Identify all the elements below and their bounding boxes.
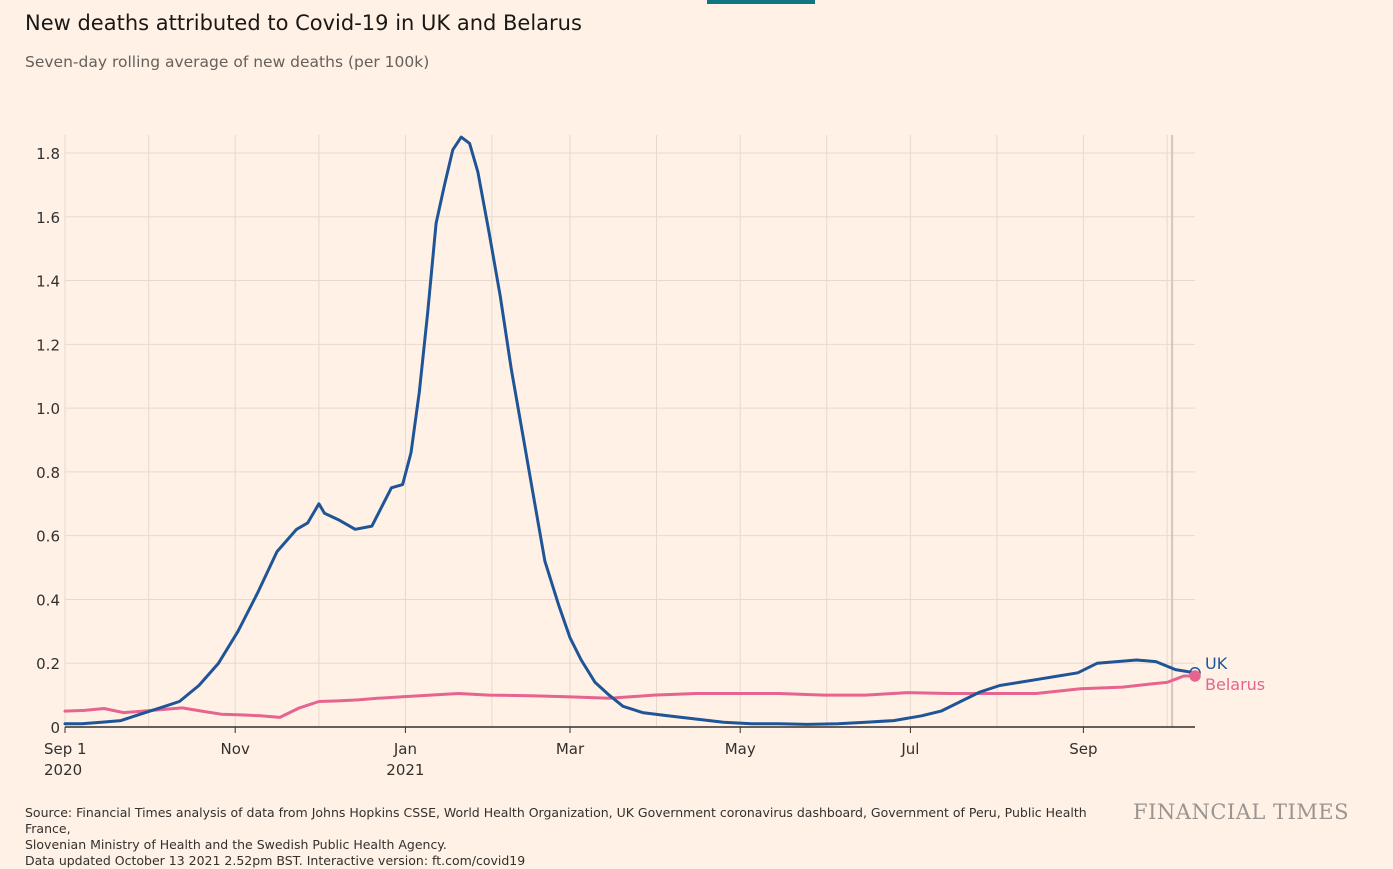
- y-tick-label: 1.8: [36, 145, 60, 163]
- x-tick-label: May: [725, 740, 756, 758]
- source-line-2: Slovenian Ministry of Health and the Swe…: [25, 837, 447, 852]
- chart-subtitle: Seven-day rolling average of new deaths …: [25, 53, 430, 71]
- y-tick-label: 0.6: [36, 528, 60, 546]
- y-tick-label: 1.2: [36, 336, 60, 354]
- source-note: Source: Financial Times analysis of data…: [25, 805, 1115, 869]
- x-tick-label: Jul: [900, 740, 919, 758]
- x-tick-label: Nov: [221, 740, 250, 758]
- x-tick-sublabel: 2020: [44, 761, 82, 779]
- y-tick-label: 0: [50, 719, 60, 737]
- financial-times-logo: FINANCIAL TIMES: [1133, 800, 1349, 824]
- y-tick-label: 1.0: [36, 400, 60, 418]
- series-label-uk: UK: [1205, 654, 1228, 673]
- x-tick-label: Mar: [556, 740, 585, 758]
- x-tick-label: Sep 1: [44, 740, 87, 758]
- series-line-uk: [63, 135, 1197, 726]
- series-line-belarus: [63, 674, 1197, 719]
- y-tick-label: 0.4: [36, 591, 60, 609]
- x-tick-sublabel: 2021: [386, 761, 424, 779]
- x-tick-label: Sep: [1069, 740, 1097, 758]
- y-tick-label: 1.6: [36, 209, 60, 227]
- x-tick-label: Jan: [393, 740, 417, 758]
- chart-title: New deaths attributed to Covid-19 in UK …: [25, 11, 582, 35]
- top-accent-bar: [707, 0, 815, 4]
- series-label-belarus: Belarus: [1205, 675, 1265, 694]
- source-line-1: Source: Financial Times analysis of data…: [25, 805, 1087, 836]
- line-chart: 0 0.2 0.4 0.6 0.8 1.0 1.2 1.4 1.6 1.8 Sep 1 2020 Nov…: [36, 135, 1265, 779]
- series-end-marker-belarus: [1189, 670, 1201, 682]
- y-tick-label: 0.2: [36, 655, 60, 673]
- y-tick-label: 0.8: [36, 464, 60, 482]
- y-tick-label: 1.4: [36, 273, 60, 291]
- data-updated-line: Data updated October 13 2021 2.52pm BST.…: [25, 853, 526, 868]
